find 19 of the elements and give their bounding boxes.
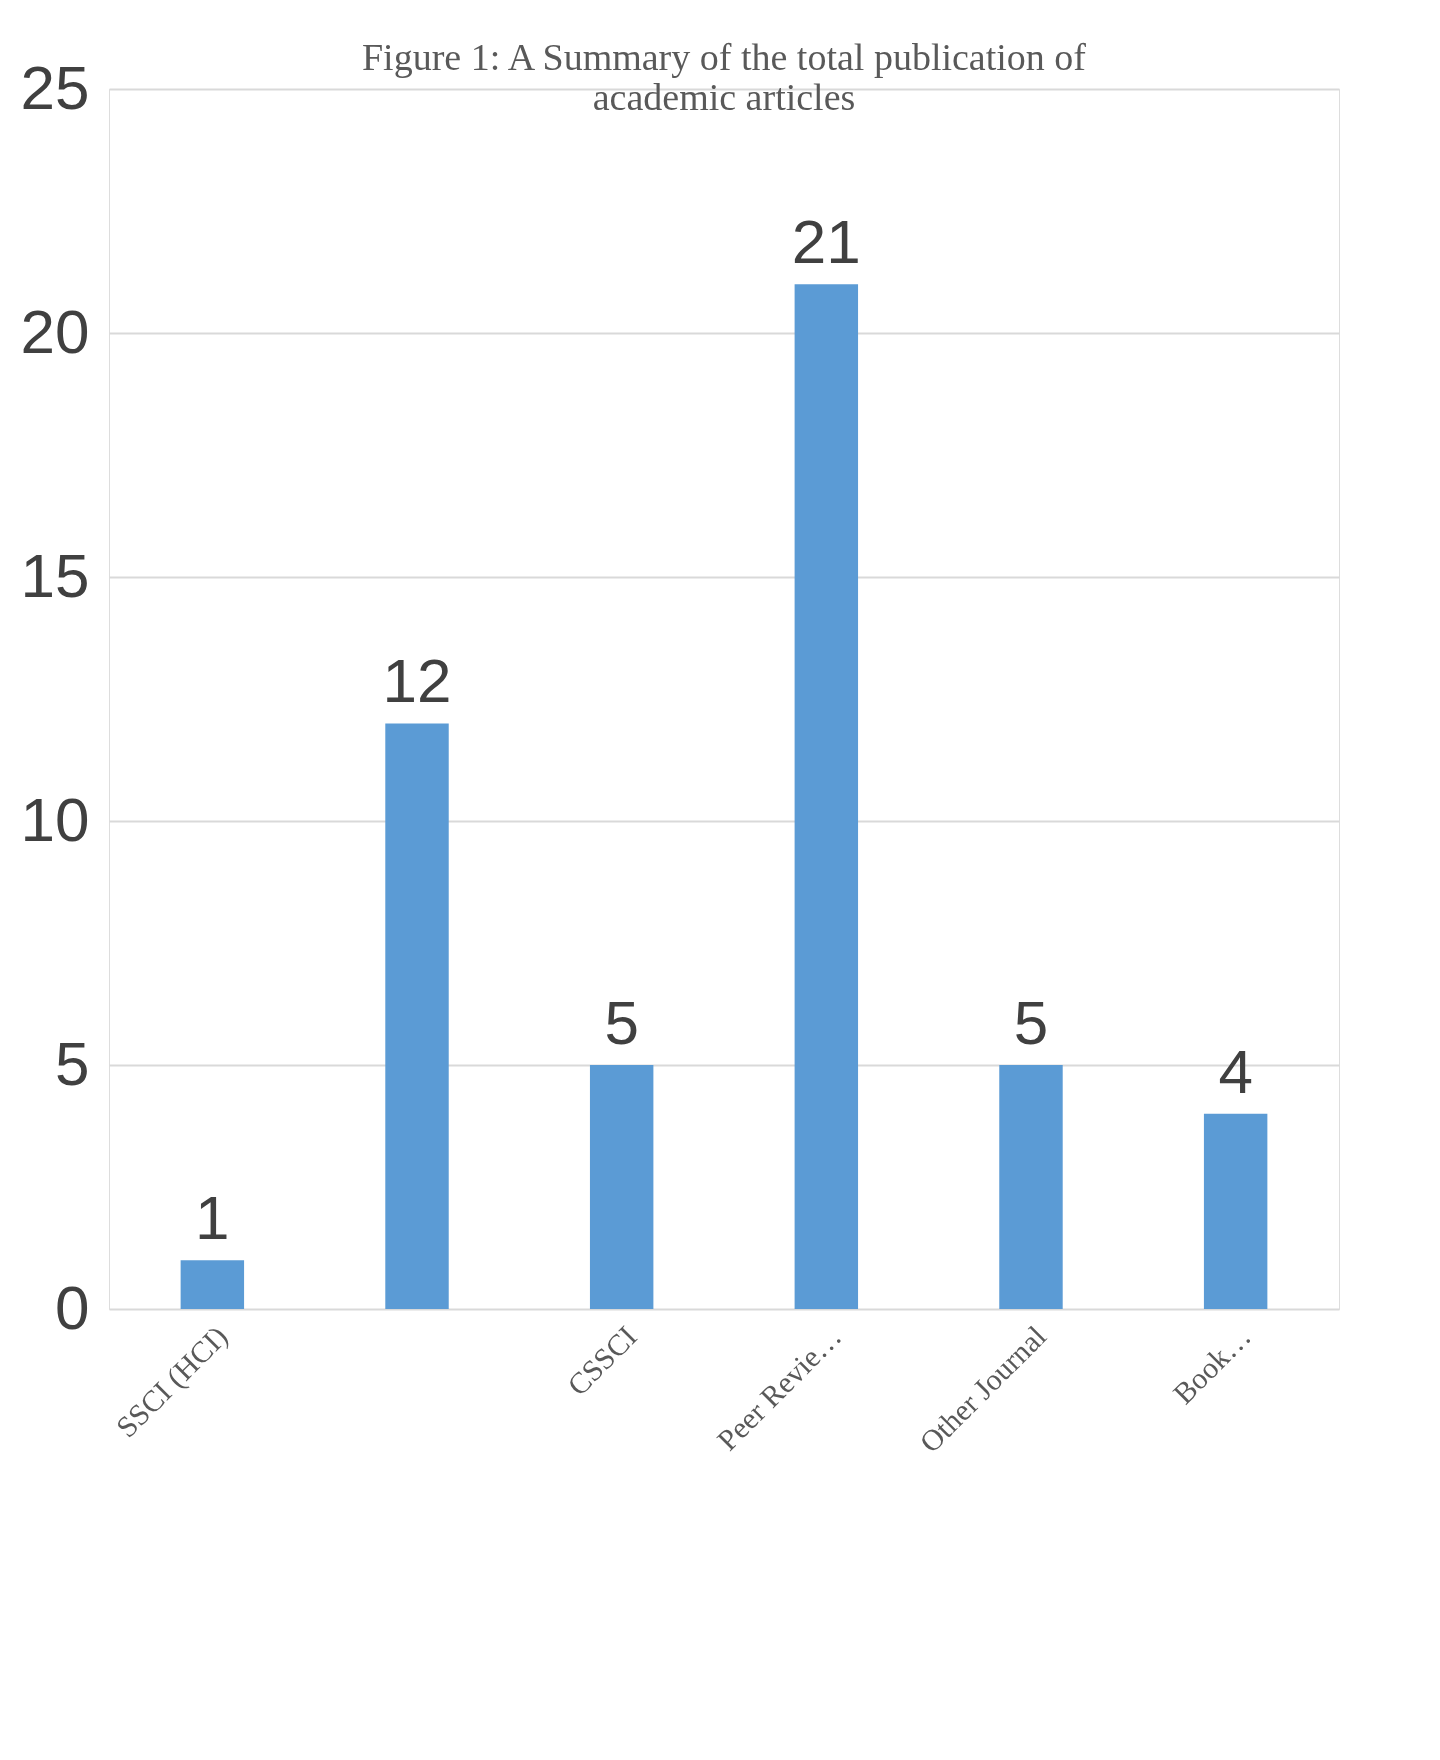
y-tick-label: 0	[55, 1272, 90, 1342]
y-tick-label: 15	[20, 540, 90, 610]
y-tick-label: 25	[20, 52, 90, 122]
data-label: 4	[1218, 1036, 1253, 1106]
bar	[589, 1065, 654, 1309]
text: Figure 1: A Summary of the total publication of	[361, 36, 1087, 78]
y-tick-label: 10	[20, 784, 90, 854]
bar	[794, 284, 859, 1309]
data-label: 21	[791, 207, 861, 277]
data-label: 5	[604, 988, 639, 1057]
y-tick-label: 20	[20, 296, 90, 366]
data-label: 5	[1013, 988, 1049, 1057]
data-label: 12	[382, 646, 452, 716]
y-tick-label: 5	[55, 1028, 90, 1098]
bar	[1203, 1113, 1268, 1309]
bar	[999, 1065, 1063, 1309]
data-label: 1	[195, 1183, 230, 1253]
bar	[385, 723, 449, 1309]
bar	[180, 1260, 245, 1309]
